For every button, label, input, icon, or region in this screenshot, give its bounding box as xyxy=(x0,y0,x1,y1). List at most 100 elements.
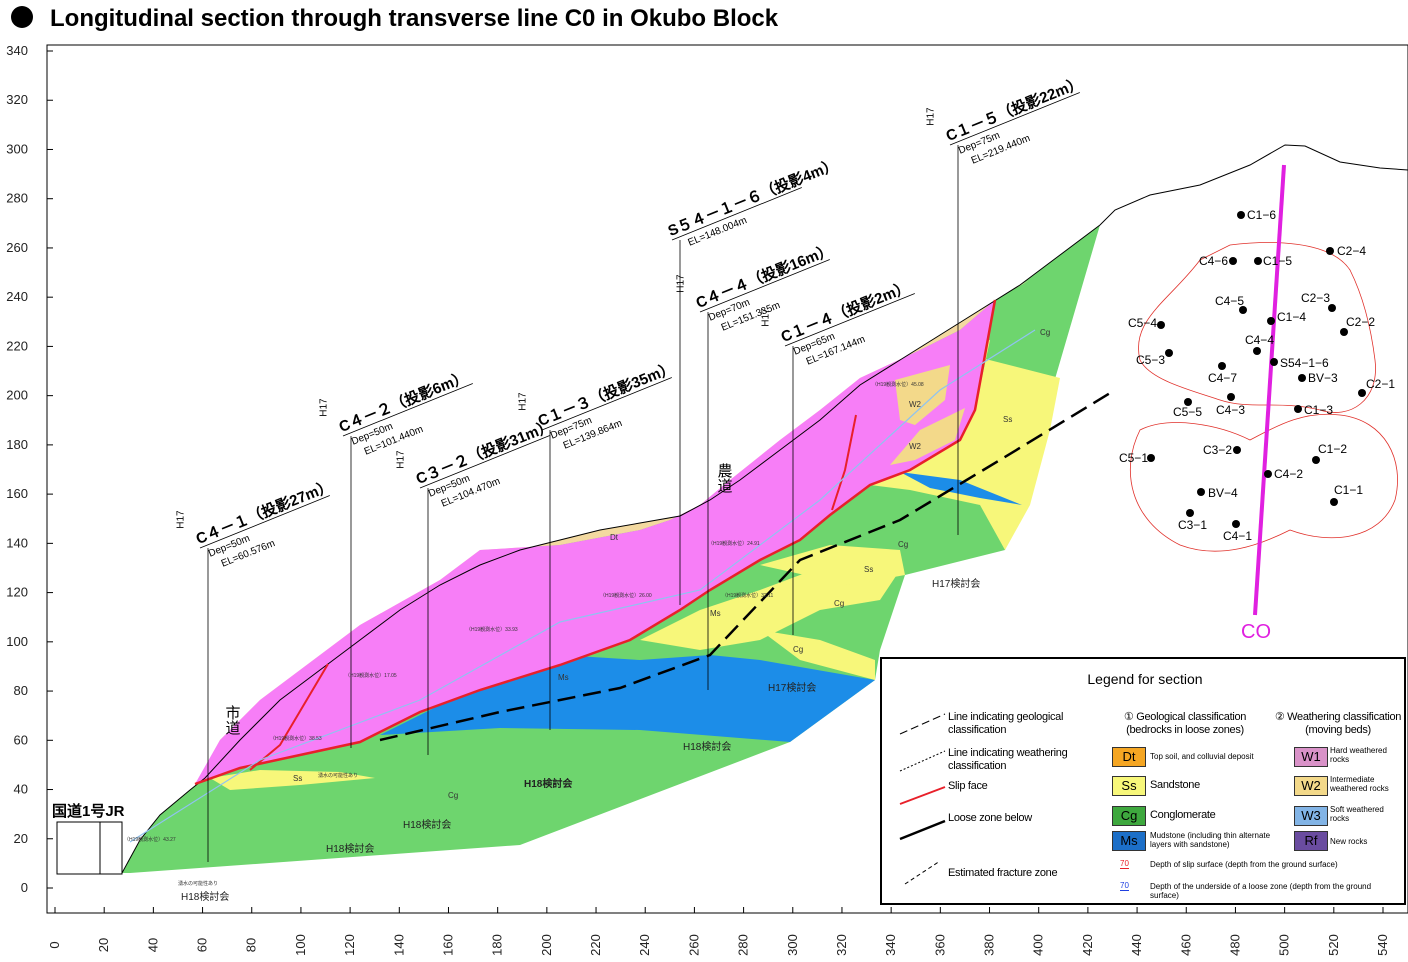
y-tick-label: 60 xyxy=(14,732,28,747)
layer-label: Ss xyxy=(1003,415,1012,424)
committee-label: H18検討会 xyxy=(683,740,731,753)
y-tick-label: 160 xyxy=(6,486,28,501)
label-leader xyxy=(784,293,915,347)
layer-label: W2 xyxy=(909,400,922,409)
borehole-year: H17 xyxy=(176,510,187,529)
label-leader xyxy=(199,495,330,549)
ms-layer xyxy=(380,655,875,742)
plan-point xyxy=(1197,488,1205,496)
committee-label: H18検討会 xyxy=(181,890,229,903)
borehole-year: H17 xyxy=(761,308,772,327)
plan-point-label: S54−1−6 xyxy=(1280,356,1329,370)
committee-label: H17検討会 xyxy=(768,681,816,694)
note: 湧水の可能性あり xyxy=(318,772,358,779)
legend-header: ② Weathering classification (moving beds… xyxy=(1274,711,1402,736)
legend-code: Cg xyxy=(1112,806,1146,826)
ss-band xyxy=(760,545,905,585)
label-leader xyxy=(342,383,473,437)
y-tick-label: 240 xyxy=(6,289,28,304)
legend-symbol xyxy=(899,819,946,841)
plan-section-line xyxy=(1253,164,1286,616)
slide-mass xyxy=(195,300,995,784)
plan-point xyxy=(1330,498,1338,506)
plan-point xyxy=(1264,470,1272,478)
borehole-name: C１－５（投影22m） xyxy=(943,74,1085,145)
x-tick-label: 440 xyxy=(1129,934,1144,956)
y-tick-label: 220 xyxy=(6,338,28,353)
legend-code: W3 xyxy=(1294,806,1328,826)
water-level: （H19観測水位）43.27 xyxy=(124,836,176,843)
layer-label: Ms xyxy=(710,609,721,618)
legend-item: Estimated fracture zone xyxy=(948,867,1058,879)
layer-label: Ms xyxy=(558,673,569,682)
x-tick-label: 520 xyxy=(1326,934,1341,956)
legend-symbol xyxy=(899,786,946,805)
x-tick-label: 500 xyxy=(1277,934,1292,956)
x-tick-label: 260 xyxy=(686,934,701,956)
plan-point-label: C4−1 xyxy=(1223,529,1252,543)
plan-point-label: C1−2 xyxy=(1318,442,1347,456)
plan-point xyxy=(1186,509,1194,517)
layer-label: Ss xyxy=(864,565,873,574)
x-tick-label: 160 xyxy=(440,934,455,956)
layer-label: Cg xyxy=(834,599,844,608)
ss-band xyxy=(210,770,375,790)
plan-point-label: C4−4 xyxy=(1245,333,1274,347)
plan-point xyxy=(1254,257,1262,265)
plan-point-label: C1−3 xyxy=(1304,403,1333,417)
plan-point xyxy=(1233,446,1241,454)
water-level: （H19観測水位）32.11 xyxy=(722,592,774,599)
axes: 0204060801001201401601802002202402602803… xyxy=(6,43,1390,956)
plan-point-label: C5−5 xyxy=(1173,405,1202,419)
borehole-year: H17 xyxy=(518,392,529,411)
x-tick-label: 300 xyxy=(785,934,800,956)
legend-text: Soft weathered rocks xyxy=(1330,805,1384,823)
plan-point xyxy=(1237,211,1245,219)
title: Longitudinal section through transverse … xyxy=(50,5,779,32)
layer-label: Cg xyxy=(898,540,908,549)
y-tick-label: 340 xyxy=(6,43,28,58)
x-tick-label: 320 xyxy=(834,934,849,956)
plan-point xyxy=(1229,257,1237,265)
committee-label: H18検討会 xyxy=(524,777,572,790)
plan-points: C1−6 C4−6 C1−5 C2−4 C4−5 C2−3 C5−4 C1−4 C2−2 C4−4… xyxy=(1119,208,1395,543)
label-leader xyxy=(419,435,550,489)
legend-sample: 70 xyxy=(1120,881,1129,891)
layer-label: Dt xyxy=(610,533,619,542)
borehole-name: C３－２（投影31m） xyxy=(413,417,555,488)
legend-item: Loose zone below xyxy=(948,812,1032,824)
legend-text: Top soil, and colluvial deposit xyxy=(1150,752,1254,761)
borehole-year: H17 xyxy=(396,450,407,469)
legend-text: Intermediate weathered rocks xyxy=(1330,775,1389,793)
y-tick-label: 100 xyxy=(6,634,28,649)
plan-point xyxy=(1157,321,1165,329)
x-tick-label: 60 xyxy=(195,938,210,952)
ms-lens xyxy=(900,472,1022,505)
plan-point-label: C4−2 xyxy=(1274,467,1303,481)
label-leader xyxy=(699,259,830,313)
x-tick-label: 380 xyxy=(982,934,997,956)
legend-text: Hard weathered rocks xyxy=(1330,746,1387,764)
plan-point-label: C5−1 xyxy=(1119,451,1148,465)
plan-point xyxy=(1326,247,1334,255)
x-tick-label: 540 xyxy=(1375,934,1390,956)
legend-symbol xyxy=(904,860,941,885)
legend-item: Line indicating weathering classificatio… xyxy=(948,747,1068,772)
y-tick-label: 120 xyxy=(6,585,28,600)
y-tick-label: 40 xyxy=(14,782,28,797)
slip-face xyxy=(249,663,329,771)
borehole-year: H17 xyxy=(319,398,330,417)
plan-point-label: BV−3 xyxy=(1308,371,1338,385)
y-tick-label: 320 xyxy=(6,92,28,107)
committee-label: H18検討会 xyxy=(326,842,374,855)
x-tick-label: 460 xyxy=(1178,934,1193,956)
plan-point-label: C3−1 xyxy=(1178,518,1207,532)
y-tick-label: 140 xyxy=(6,535,28,550)
note: 湧水の可能性あり xyxy=(178,880,218,887)
plan-point-label: C4−5 xyxy=(1215,294,1244,308)
plan-point-label: C5−4 xyxy=(1128,316,1157,330)
y-tick-label: 180 xyxy=(6,437,28,452)
water-level: （H19観測水位）24.91 xyxy=(708,540,760,547)
plan-point-label: C3−2 xyxy=(1203,443,1232,457)
